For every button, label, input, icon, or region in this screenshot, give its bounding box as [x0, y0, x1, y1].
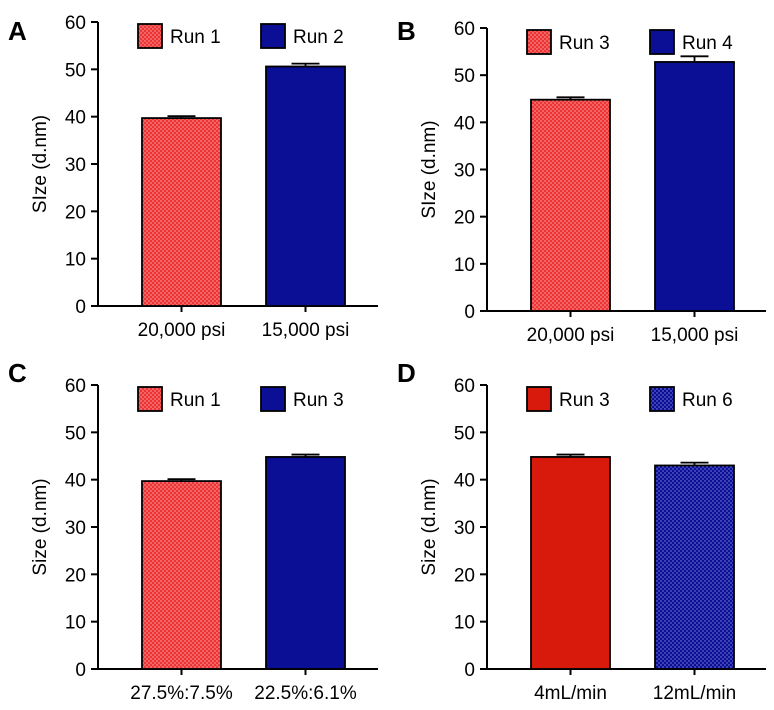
legend-swatch-c-2 [260, 386, 286, 412]
chart-panel-c: 0 10 20 30 40 50 60 Size (d.nm) 27.5%:7.5% Run 1 2… [30, 376, 378, 704]
y-tick-label: 20 [65, 565, 86, 586]
y-tick-label: 30 [65, 155, 86, 176]
bar-b-1 [530, 98, 611, 312]
x-tick-label-d-1: 4mL/min [534, 683, 607, 704]
chart-panel-a: 0 10 20 30 40 50 60 SIze (d.nm) 20,000 psi Run 1 1… [30, 13, 378, 341]
legend-swatch-d-2 [649, 386, 675, 412]
chart-panel-b: 0 10 20 30 40 50 60 SIze (d.nm) 20,000 psi Run 3 1… [419, 19, 766, 346]
legend-label-b-2: Run 4 [682, 33, 733, 54]
y-tick-label: 40 [65, 108, 86, 129]
bar-c-1 [141, 480, 222, 670]
y-axis-label-d: Size (d.nm) [419, 478, 440, 575]
bar-c-2 [265, 456, 346, 670]
bar-b-2 [654, 61, 735, 312]
y-axis-label-b: SIze (d.nm) [419, 120, 440, 218]
x-tick-label-b-2: 15,000 psi [651, 325, 739, 346]
x-tick-label-b-1: 20,000 psi [527, 325, 615, 346]
y-tick-label: 0 [75, 660, 86, 681]
y-tick-label: 60 [454, 19, 475, 40]
legend-label-c-2: Run 3 [293, 390, 344, 411]
y-tick-label: 30 [454, 518, 475, 539]
y-tick-label: 0 [75, 297, 86, 318]
x-tick-label-c-2: 22.5%:6.1% [254, 683, 357, 704]
y-tick-label: 60 [65, 376, 86, 397]
x-tick-label-c-1: 27.5%:7.5% [130, 683, 233, 704]
legend-swatch-a-2 [260, 23, 286, 49]
y-tick-label: 0 [464, 302, 475, 323]
y-tick-label: 50 [65, 60, 86, 81]
panel-letter-a: A [8, 16, 27, 46]
legend-label-a-2: Run 2 [293, 27, 344, 48]
bar-a-2 [265, 65, 346, 307]
y-tick-label: 40 [454, 471, 475, 492]
y-tick-label: 30 [454, 161, 475, 182]
panel-letter-d: D [397, 358, 416, 388]
y-tick-label: 20 [454, 208, 475, 229]
y-tick-label: 60 [65, 13, 86, 34]
y-tick-label: 50 [65, 423, 86, 444]
legend-swatch-b-2 [649, 29, 675, 55]
y-tick-label: 10 [65, 250, 86, 271]
y-tick-label: 20 [454, 565, 475, 586]
panel-letter-c: C [8, 358, 27, 388]
legend-label-c-1: Run 1 [170, 390, 221, 411]
chart-panel-d: 0 10 20 30 40 50 60 Size (d.nm) 4mL/min Run 3 12mL… [419, 376, 766, 704]
panel-letter-b: B [397, 16, 416, 46]
y-tick-label: 10 [454, 255, 475, 276]
legend-swatch-d-1 [526, 386, 552, 412]
y-tick-label: 10 [65, 613, 86, 634]
y-tick-label: 60 [454, 376, 475, 397]
legend-label-d-1: Run 3 [559, 390, 610, 411]
y-tick-label: 40 [454, 113, 475, 134]
y-axis-label-a: SIze (d.nm) [30, 115, 51, 213]
y-tick-label: 40 [65, 471, 86, 492]
x-tick-label-d-2: 12mL/min [653, 683, 736, 704]
legend-label-b-1: Run 3 [559, 33, 610, 54]
x-tick-label-a-2: 15,000 psi [262, 320, 350, 341]
legend-swatch-a-1 [137, 23, 163, 49]
y-tick-label: 0 [464, 660, 475, 681]
legend-label-a-1: Run 1 [170, 27, 221, 48]
legend-label-d-2: Run 6 [682, 390, 733, 411]
x-tick-label-a-1: 20,000 psi [138, 320, 226, 341]
bar-d-2 [654, 464, 735, 670]
y-tick-label: 20 [65, 202, 86, 223]
y-tick-label: 30 [65, 518, 86, 539]
bar-d-1 [530, 456, 611, 670]
y-tick-label: 10 [454, 613, 475, 634]
y-tick-label: 50 [454, 66, 475, 87]
y-axis-label-c: Size (d.nm) [30, 478, 51, 575]
bar-a-1 [141, 117, 222, 307]
legend-swatch-b-1 [526, 29, 552, 55]
y-tick-label: 50 [454, 423, 475, 444]
legend-swatch-c-1 [137, 386, 163, 412]
